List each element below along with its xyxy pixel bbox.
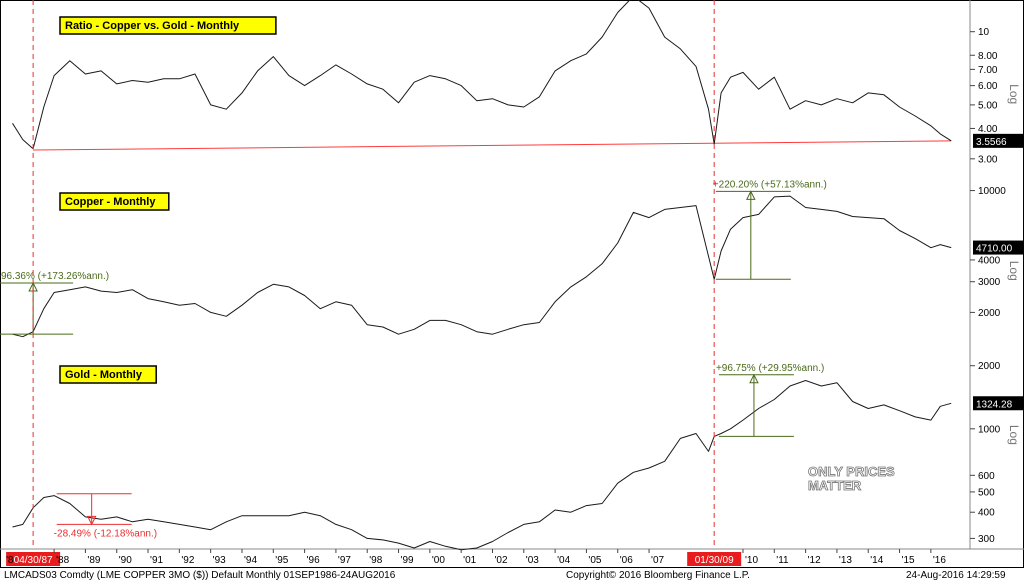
y-tick-label: 4.00	[978, 124, 998, 135]
panel-title: Ratio - Copper vs. Gold - Monthly	[65, 20, 240, 32]
series-line	[12, 195, 952, 338]
date-marker-box	[6, 552, 61, 566]
panel-title-box	[59, 16, 277, 35]
y-tick-label: 10000	[978, 186, 1006, 197]
panel-title-box	[59, 365, 157, 384]
x-tick-label: '04	[557, 555, 570, 566]
y-tick-label: 4000	[978, 255, 1001, 266]
last-value-box	[973, 133, 1023, 148]
y-tick-label: 300	[978, 534, 995, 545]
footer-bar: LMCADS03 Comdty (LME COPPER 3MO ($)) Def…	[0, 568, 1024, 585]
y-tick-label: 2000	[978, 308, 1001, 319]
x-tick-label: '11	[776, 555, 789, 566]
annotation-arrow-head	[749, 373, 759, 384]
last-value-label: 1324.28	[976, 399, 1013, 410]
x-tick-label: '13	[839, 555, 852, 566]
x-tick-label: '15	[902, 555, 915, 566]
x-tick-label: '94	[244, 555, 257, 566]
footer-copyright: Copyright© 2016 Bloomberg Finance L.P.	[566, 570, 750, 581]
footer-security-info: LMCADS03 Comdty (LME COPPER 3MO ($)) Def…	[4, 570, 396, 581]
y-tick-label: 8.00	[978, 51, 998, 62]
panel-title: Gold - Monthly	[65, 369, 143, 381]
y-tick-label: 1000	[978, 424, 1001, 435]
last-value-box	[973, 240, 1023, 255]
annotation-label: +220.20% (+57.13%ann.)	[713, 179, 827, 190]
log-axis-label: Log	[1007, 425, 1021, 445]
x-tick-label: '12	[808, 555, 821, 566]
annotation-label: +96.75% (+29.95%ann.)	[716, 363, 824, 374]
x-tick-label: '88	[56, 555, 69, 566]
x-tick-label: '92	[181, 555, 194, 566]
x-tick-label: '89	[87, 555, 100, 566]
x-tick-label: '14	[870, 555, 883, 566]
date-marker-label: 04/30/87	[14, 555, 53, 566]
series-line	[12, 380, 952, 551]
y-tick-label: 5.00	[978, 100, 998, 111]
panel-title: Copper - Monthly	[65, 196, 156, 208]
log-axis-label: Log	[1007, 261, 1021, 281]
x-tick-label: '10	[745, 555, 758, 566]
y-tick-label: 10	[978, 27, 990, 38]
annotation-arrow-head	[746, 190, 756, 200]
x-tick-label: '97	[338, 555, 351, 566]
last-value-label: 4710.00	[976, 244, 1013, 255]
date-marker-box	[687, 552, 742, 566]
x-tick-label: '05	[588, 555, 601, 566]
watermark-line-1: ONLY PRICES	[808, 464, 896, 479]
y-tick-label: 600	[978, 471, 995, 482]
watermark: ONLY PRICES MATTER	[808, 464, 896, 493]
x-tick-label: '02	[494, 555, 507, 566]
support-trendline	[33, 140, 952, 151]
last-value-box	[973, 396, 1023, 411]
annotation-arrow-head	[86, 515, 97, 526]
x-tick-label: '96	[307, 555, 320, 566]
annotation-label: +96.36% (+173.26%ann.)	[0, 271, 109, 282]
x-tick-label: '16	[933, 555, 946, 566]
x-tick-label: '90	[119, 555, 132, 566]
last-value-label: 3.5566	[976, 137, 1007, 148]
x-tick-label: '07	[651, 555, 664, 566]
x-tick-label: '01	[463, 555, 476, 566]
y-tick-label: 500	[978, 487, 995, 498]
x-tick-label: '06	[620, 555, 633, 566]
x-tick-label: '98	[369, 555, 382, 566]
x-tick-label: '95	[275, 555, 288, 566]
x-tick-label: '93	[213, 555, 226, 566]
y-tick-label: 7.00	[978, 65, 998, 76]
log-axis-label: Log	[1007, 84, 1021, 104]
y-tick-label: 3.00	[978, 154, 998, 165]
x-tick-label: '00	[432, 555, 445, 566]
date-marker-label: 01/30/09	[695, 555, 734, 566]
x-tick-label: '8	[6, 555, 14, 566]
x-tick-label: '99	[401, 555, 414, 566]
panel-title-box	[59, 192, 170, 211]
y-tick-label: 3000	[978, 277, 1001, 288]
y-tick-label: 400	[978, 508, 995, 519]
annotation-label: -28.49% (-12.18%ann.)	[54, 528, 157, 539]
series-line	[12, 0, 952, 150]
y-tick-label: 2000	[978, 361, 1001, 372]
watermark-line-2: MATTER	[808, 478, 862, 493]
y-tick-label: 6.00	[978, 81, 998, 92]
x-tick-label: '91	[150, 555, 163, 566]
footer-timestamp: 24-Aug-2016 14:29:59	[906, 570, 1006, 581]
x-tick-label: '03	[526, 555, 539, 566]
